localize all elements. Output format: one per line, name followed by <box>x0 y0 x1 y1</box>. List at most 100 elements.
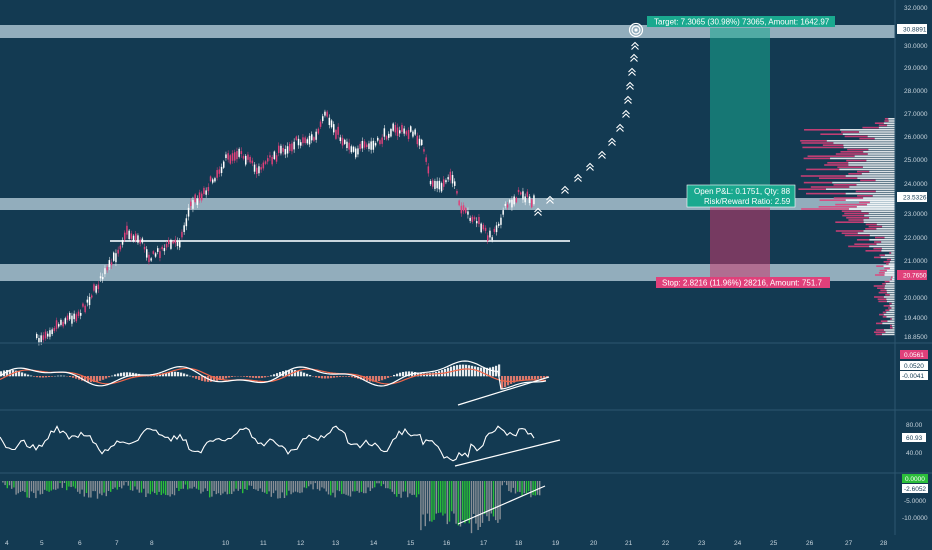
stop-zone[interactable] <box>710 204 770 280</box>
macd-marker: 0.0520 <box>904 363 924 370</box>
oscillator-bar <box>420 481 422 531</box>
profile-bar <box>883 305 895 307</box>
price-tick: 22.0000 <box>904 235 928 242</box>
oscillator-bar <box>497 481 499 523</box>
macd-histogram-bar <box>42 376 45 378</box>
oscillator-bar <box>363 481 365 494</box>
profile-bar <box>859 137 895 140</box>
oscillator-bar <box>66 481 68 491</box>
macd-trendline[interactable] <box>457 376 550 406</box>
candle <box>207 183 210 195</box>
target-zone[interactable] <box>710 28 770 204</box>
oscillator-bar <box>435 481 437 514</box>
oscillator-bar <box>495 481 497 521</box>
oscillator-bar <box>15 481 17 495</box>
candle <box>454 178 456 190</box>
candle <box>344 138 346 146</box>
oscillator-bar <box>354 481 356 492</box>
support-band-mid[interactable] <box>0 198 895 210</box>
profile-bar <box>886 258 895 261</box>
double-chevron-up-icon <box>546 195 554 204</box>
candle <box>302 134 304 147</box>
double-chevron-up-icon <box>626 81 634 90</box>
candle <box>487 232 489 244</box>
macd-histogram-bar <box>381 376 384 381</box>
candle <box>75 312 78 323</box>
oscillator-bar <box>466 481 468 521</box>
macd-histogram-bar <box>429 373 432 377</box>
candle <box>370 137 372 154</box>
oscillator-bar <box>39 481 41 495</box>
macd-histogram-bar <box>120 372 123 377</box>
macd-histogram-bar <box>372 376 375 382</box>
oscillator-bar <box>371 481 374 489</box>
oscillator-bar <box>118 481 121 487</box>
price-tick: 30.0000 <box>904 43 928 50</box>
profile-bar <box>877 287 895 289</box>
candle <box>269 151 271 161</box>
candle <box>366 142 368 150</box>
time-tick: 10 <box>222 540 230 547</box>
candle <box>258 163 260 177</box>
rsi-axis[interactable]: 80.00 60.93 40.00 <box>902 422 926 457</box>
profile-bar <box>824 164 895 166</box>
time-axis[interactable]: 4 5 6 7 8 10 11 12 13 14 15 16 17 18 19 20 21 22 23 24 25 26 2… <box>5 540 888 547</box>
rsi-trendline[interactable] <box>454 439 561 467</box>
oscillator-axis[interactable]: 0.0000 -2.6052 -5.0000 -10.0000 <box>902 474 928 522</box>
price-tick: 19.4000 <box>904 315 928 322</box>
oscillator-bar <box>457 481 459 526</box>
oscillator-bar <box>314 481 316 484</box>
candle <box>108 256 111 271</box>
oscillator-bar <box>101 481 103 496</box>
oscillator-bar <box>24 481 26 493</box>
double-chevron-up-icon <box>574 173 582 182</box>
candle <box>379 138 381 146</box>
oscillator-bar <box>68 481 70 487</box>
macd-histogram-bar <box>222 376 225 380</box>
profile-bar <box>844 135 895 138</box>
oscillator-bar <box>378 481 380 484</box>
macd-histogram-bar <box>387 376 390 378</box>
support-band-low[interactable] <box>0 264 895 281</box>
oscillator-bar <box>191 481 193 489</box>
macd-histogram-bar <box>57 375 60 377</box>
oscillator-bar <box>209 481 211 498</box>
profile-bar <box>873 285 895 287</box>
oscillator-bar <box>415 481 418 498</box>
oscillator-bar <box>138 481 140 493</box>
oscillator-bar <box>235 481 237 489</box>
macd-histogram-bar <box>159 373 162 377</box>
oscillator-bar <box>281 481 283 493</box>
candle <box>135 231 137 243</box>
candle <box>341 134 344 149</box>
price-axis[interactable]: 32.0000 30.0000 29.0000 28.0000 27.0000 … <box>897 5 928 341</box>
macd-histogram-bar <box>318 376 321 379</box>
candle <box>97 280 100 293</box>
macd-histogram-bar <box>60 375 63 377</box>
time-tick: 22 <box>662 540 670 547</box>
macd-histogram-bar <box>48 376 51 378</box>
profile-bar <box>803 157 895 160</box>
oscillator-bar <box>160 481 162 495</box>
candle <box>240 147 243 158</box>
oscillator-bar <box>83 481 85 497</box>
macd-histogram-bar <box>213 376 216 382</box>
candle <box>267 155 269 165</box>
candle <box>311 131 313 144</box>
oscillator-bar <box>301 481 303 493</box>
candle <box>190 198 192 210</box>
candle <box>150 256 152 263</box>
osc-trendline[interactable] <box>457 485 546 525</box>
oscillator-bar <box>61 481 63 488</box>
profile-bar <box>865 228 895 230</box>
macd-histogram-bar <box>330 376 333 379</box>
profile-bar <box>865 223 895 226</box>
oscillator-bar <box>226 481 228 495</box>
macd-axis[interactable]: 0.0561 0.0520 -0.0041 <box>900 350 928 380</box>
oscillator-bar <box>94 481 96 492</box>
candle <box>526 189 529 200</box>
resistance-band-top[interactable] <box>0 25 895 38</box>
oscillator-bar <box>165 481 167 495</box>
profile-bar <box>835 153 895 155</box>
